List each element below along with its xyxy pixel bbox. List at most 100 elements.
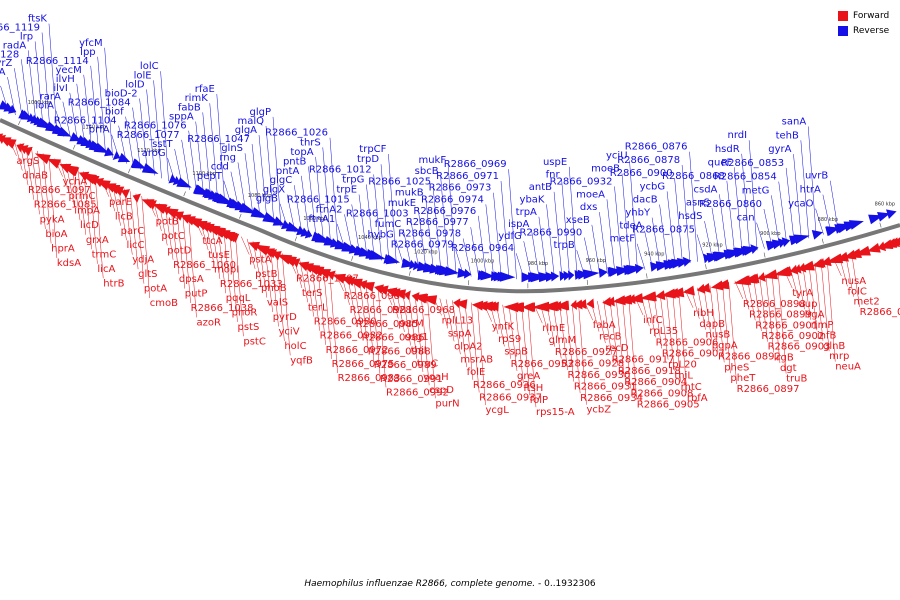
leader-line [614, 186, 623, 273]
leader-line [741, 153, 750, 252]
gene-label: lrgB [774, 352, 794, 363]
leader-line [659, 204, 668, 267]
gene-label: R2866_0931 [574, 382, 637, 393]
forward-gene-arrow [231, 233, 240, 243]
gene-label: R2866_0892 [718, 352, 781, 363]
gene-label: rfaE [195, 84, 215, 95]
leader-line [425, 197, 434, 272]
leader-line [647, 295, 656, 338]
gene-label: rps15-A [536, 407, 575, 418]
leader-line [689, 151, 698, 262]
gene-label: R2866_0927 [555, 347, 618, 358]
leader-line [48, 156, 58, 259]
forward-gene-arrow [699, 282, 711, 293]
tick-mark [646, 273, 648, 279]
reverse-gene-arrow [7, 104, 17, 114]
forward-gene-labels: argS dnaB R2866_1097 R2866_1085 pykA bioA hprA… [17, 156, 900, 418]
gene-label: R2866_0934 [580, 393, 643, 404]
forward-gene-arrow [347, 278, 363, 289]
gene-label: R2866_1026 [265, 128, 328, 139]
gene-label: R2866_0971 [436, 171, 499, 182]
leader-line [622, 298, 631, 389]
gene-label: R2866_0900 [610, 168, 673, 179]
gene-label: pstA [249, 255, 271, 266]
leader-line [104, 47, 113, 158]
gene-label: malQ [237, 116, 264, 127]
gene-label: cmoB [150, 298, 178, 309]
leader-line [458, 301, 467, 368]
leader-line [380, 164, 390, 263]
forward-gene-arrow [614, 294, 633, 305]
leader-line [771, 272, 781, 364]
forward-gene-arrow [794, 263, 802, 274]
reverse-gene-arrow [463, 268, 472, 279]
gene-label: licC [126, 240, 144, 251]
leader-line [265, 125, 275, 225]
reverse-gene-arrow [634, 263, 644, 274]
leader-line [373, 174, 382, 261]
leader-line [651, 217, 661, 268]
gene-label: hybG [367, 230, 393, 241]
gene-label: sfsA [0, 67, 6, 78]
tick-label: 920 kbp [702, 243, 722, 249]
leader-line [765, 274, 775, 353]
gene-label: potD [167, 245, 191, 256]
gene-label: ribH [693, 308, 714, 319]
leader-line [445, 299, 455, 342]
reverse-gene-arrow [682, 256, 692, 267]
gene-label: licA [97, 264, 115, 275]
gene-label: pepT [197, 171, 223, 182]
gene-label: yfcM [79, 38, 103, 49]
reverse-gene-track [0, 100, 897, 283]
leader-line [90, 65, 99, 152]
gene-label: R2866_0983 [338, 373, 401, 384]
forward-gene-arrow [19, 145, 29, 155]
reverse-gene-arrow [385, 254, 401, 265]
gene-label: sppA [169, 112, 194, 123]
tick-label: 960 kbp [586, 258, 606, 264]
forward-gene-arrow [824, 253, 844, 264]
gene-label: nusB [706, 330, 731, 341]
reverse-gene-arrow [131, 158, 147, 169]
gene-label: potA [144, 284, 167, 295]
leader-line [176, 210, 186, 289]
forward-gene-arrow [668, 287, 685, 298]
leader-line [83, 74, 92, 149]
leader-line [822, 194, 832, 233]
gene-label: R2866_0904 [624, 377, 687, 388]
reverse-gene-arrow [521, 272, 534, 283]
gene-label: trmC [92, 249, 117, 260]
gene-label: R2866_0977 [406, 217, 469, 228]
gene-label: nusA [841, 276, 866, 287]
leader-line [182, 212, 191, 304]
leader-line [181, 139, 190, 190]
gene-label: moeA [576, 189, 605, 200]
leader-line [293, 185, 303, 236]
gene-label: thiL [674, 371, 693, 382]
reverse-gene-arrow [368, 250, 386, 260]
tick-label: 1040 kbp [358, 235, 382, 241]
gene-label: rpL35 [649, 326, 678, 337]
forward-gene-arrow [359, 282, 375, 292]
gene-label: mrp [829, 351, 849, 362]
leader-line [584, 237, 593, 276]
gene-label: sbcB [415, 166, 439, 177]
gene-label: R2866_0901 [755, 320, 818, 331]
leader-line [258, 135, 268, 222]
gene-label: sspB [504, 346, 528, 357]
forward-gene-arrow [682, 285, 695, 296]
leader-line [299, 260, 309, 303]
gene-label: queF [708, 157, 733, 168]
gene-label: R2866_1077 [117, 130, 180, 141]
gene-label: R2866_0907 [662, 349, 725, 360]
gene-label: azoR [196, 317, 220, 328]
gene-label: R2866_1097 [28, 185, 91, 196]
gene-label: ydjA [132, 255, 154, 266]
caption-range: - 0..1932306 [535, 579, 596, 589]
legend-forward: Forward [838, 8, 889, 23]
leader-line [27, 50, 37, 125]
leader-line [124, 188, 133, 255]
gene-label: R2866_0930 [568, 370, 631, 381]
leader-line [636, 243, 646, 270]
leader-line [216, 94, 226, 205]
